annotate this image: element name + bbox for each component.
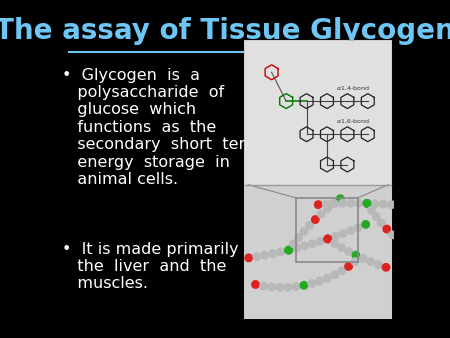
Circle shape: [412, 203, 419, 211]
Circle shape: [290, 240, 297, 247]
Circle shape: [260, 282, 267, 290]
Circle shape: [379, 200, 387, 208]
Circle shape: [355, 224, 362, 231]
Circle shape: [368, 207, 375, 214]
Circle shape: [375, 261, 382, 268]
Circle shape: [347, 227, 355, 234]
Circle shape: [389, 231, 396, 239]
Circle shape: [373, 213, 380, 220]
Text: $\alpha$1,4-bond: $\alpha$1,4-bond: [336, 84, 369, 92]
Circle shape: [338, 244, 345, 251]
Circle shape: [324, 205, 331, 212]
Circle shape: [363, 200, 371, 207]
Circle shape: [324, 274, 331, 282]
Circle shape: [351, 258, 359, 265]
Circle shape: [315, 201, 322, 208]
Circle shape: [277, 248, 284, 256]
Circle shape: [285, 246, 293, 254]
Circle shape: [337, 195, 344, 202]
Circle shape: [339, 230, 347, 237]
Bar: [245, 41, 391, 185]
Circle shape: [293, 244, 300, 252]
Text: The assay of Tissue Glycogen: The assay of Tissue Glycogen: [0, 17, 450, 45]
Bar: [245, 41, 391, 318]
Circle shape: [363, 200, 371, 207]
Circle shape: [338, 267, 346, 274]
Circle shape: [339, 200, 347, 207]
Circle shape: [345, 248, 352, 255]
Circle shape: [316, 238, 324, 245]
Circle shape: [324, 235, 332, 243]
Bar: [245, 185, 391, 318]
Circle shape: [371, 200, 379, 208]
Circle shape: [252, 281, 259, 288]
Circle shape: [245, 254, 252, 262]
Circle shape: [295, 234, 302, 241]
Circle shape: [362, 221, 369, 228]
Circle shape: [301, 242, 308, 250]
Circle shape: [331, 271, 338, 279]
Circle shape: [292, 283, 300, 290]
Circle shape: [261, 251, 269, 259]
Circle shape: [309, 240, 316, 247]
Circle shape: [401, 242, 409, 249]
Circle shape: [383, 225, 391, 233]
Circle shape: [420, 204, 428, 212]
Circle shape: [332, 233, 339, 240]
Circle shape: [367, 258, 374, 265]
Circle shape: [347, 199, 355, 207]
Bar: [297, 198, 358, 262]
Circle shape: [306, 222, 313, 229]
Circle shape: [330, 200, 338, 207]
Text: •  Glycogen  is  a
   polysaccharide  of
   glucose  which
   functions  as  the: • Glycogen is a polysaccharide of glucos…: [62, 68, 261, 187]
Circle shape: [331, 240, 338, 247]
Circle shape: [331, 200, 338, 208]
Circle shape: [387, 201, 395, 208]
Circle shape: [324, 235, 332, 243]
Circle shape: [355, 199, 363, 207]
Circle shape: [345, 263, 352, 270]
Circle shape: [284, 284, 292, 291]
Circle shape: [323, 200, 330, 208]
Circle shape: [396, 202, 403, 209]
Circle shape: [352, 251, 360, 259]
Circle shape: [360, 255, 367, 262]
Circle shape: [318, 210, 325, 218]
Circle shape: [308, 280, 315, 287]
Circle shape: [404, 202, 411, 210]
Circle shape: [285, 246, 293, 254]
Circle shape: [316, 277, 324, 285]
Circle shape: [300, 282, 308, 289]
Text: $\alpha$1,6-bond: $\alpha$1,6-bond: [336, 118, 369, 125]
Circle shape: [378, 219, 385, 227]
Circle shape: [395, 237, 402, 244]
Circle shape: [276, 284, 284, 291]
Circle shape: [311, 216, 319, 223]
Circle shape: [300, 227, 308, 235]
Circle shape: [269, 250, 276, 257]
Circle shape: [253, 253, 261, 260]
Circle shape: [382, 264, 390, 271]
Text: •  It is made primarily by
   the  liver  and  the
   muscles.: • It is made primarily by the liver and …: [62, 242, 264, 291]
Circle shape: [268, 283, 275, 291]
